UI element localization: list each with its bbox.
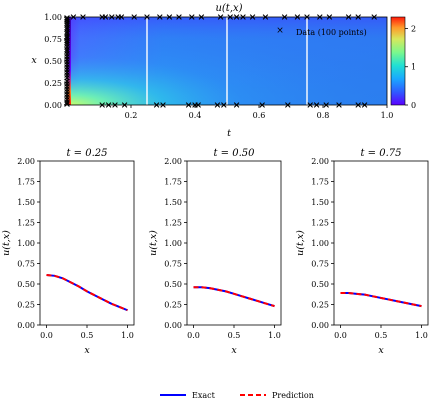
y-tick-label: 1.75 — [164, 178, 182, 187]
panel-title: t = 0.50 — [213, 148, 255, 159]
panel-frame — [186, 160, 282, 326]
y-tick-label: 0.25 — [164, 301, 182, 310]
x-tick-label: 0.5 — [81, 331, 94, 340]
y-tick-label: 0.25 — [17, 301, 35, 310]
colorbar-tick-label: 0 — [411, 101, 416, 110]
y-tick-label: 0.50 — [164, 280, 182, 289]
y-tick-label: 1.00 — [311, 239, 329, 248]
x-tick-label: 1.0 — [381, 111, 394, 120]
colorbar-tick-label: 2 — [411, 24, 416, 33]
y-tick-label: 1.25 — [164, 219, 182, 228]
exact-line — [340, 292, 422, 308]
slice-lines — [146, 17, 308, 105]
y-tick-label: 0.00 — [17, 321, 35, 330]
heatmap-x-ticks: 0.2 0.4 0.6 0.8 1.0 — [125, 105, 394, 120]
panel-ylabel: u(t,x) — [148, 230, 159, 256]
y-tick-label: 0.50 — [17, 280, 35, 289]
colorbar-gradient — [390, 16, 406, 106]
colorbar-tick-label: 1 — [411, 63, 416, 72]
y-tick-label: 0.50 — [311, 280, 329, 289]
panel-ylabel: u(t,x) — [1, 230, 12, 256]
y-tick-label: 2.00 — [164, 157, 182, 166]
y-tick-label: 0.50 — [44, 57, 62, 66]
slice-panel-t050: t = 0.50 0.0 0.5 1.0 0.00 0.25 0.50 0.75 1.00 1.2… — [148, 148, 282, 356]
x-tick-label: 0.2 — [125, 111, 138, 120]
y-tick-label: 1.25 — [17, 219, 35, 228]
panel-xlabel: x — [231, 345, 237, 356]
y-tick-label: 0.00 — [311, 321, 329, 330]
y-tick-label: 1.00 — [44, 13, 62, 22]
slice-panel-t025: t = 0.25 0.0 0.5 1.0 0.00 0.25 0.50 0.75 1.00 1.2… — [1, 148, 135, 356]
y-tick-label: 0.75 — [44, 35, 62, 44]
colorbar: 0 1 2 — [390, 16, 416, 110]
y-tick-label: 0.00 — [164, 321, 182, 330]
x-tick-label: 0.0 — [187, 331, 200, 340]
x-tick-label: 1.0 — [121, 331, 134, 340]
heatmap-panel: u(t,x) 0.2 0.4 0.6 0.8 1.0 0.00 0.25 0.50 0.75 1… — [31, 3, 416, 139]
x-tick-label: 1.0 — [268, 331, 281, 340]
y-tick-label: 1.50 — [164, 198, 182, 207]
prediction-line — [340, 292, 422, 308]
slice-panel-t075: t = 0.75 0.0 0.5 1.0 0.00 0.25 0.50 0.75 1.00 1.2… — [295, 148, 429, 356]
x-tick-label: 0.6 — [253, 111, 266, 120]
legend-prediction-label: Prediction — [272, 391, 314, 400]
y-tick-label: 1.75 — [17, 178, 35, 187]
x-tick-label: 0.8 — [317, 111, 330, 120]
prediction-line — [193, 286, 275, 308]
y-tick-label: 0.25 — [311, 301, 329, 310]
x-tick-label: 0.4 — [189, 111, 202, 120]
y-tick-label: 0.75 — [311, 260, 329, 269]
panel-frame — [39, 160, 135, 326]
panel-title: t = 0.75 — [360, 148, 401, 159]
heatmap-legend: × Data (100 points) — [276, 26, 367, 37]
x-tick-label: 1.0 — [415, 331, 428, 340]
heatmap-xlabel: t — [227, 128, 231, 139]
y-tick-label: 1.00 — [17, 239, 35, 248]
y-tick-label: 1.25 — [311, 219, 329, 228]
y-tick-label: 0.00 — [44, 101, 62, 110]
y-tick-label: 1.00 — [164, 239, 182, 248]
x-tick-label: 0.0 — [40, 331, 53, 340]
y-tick-label: 1.50 — [17, 198, 35, 207]
x-tick-label: 0.0 — [334, 331, 347, 340]
colorbar-ticks: 0 1 2 — [405, 24, 416, 110]
y-tick-label: 1.50 — [311, 198, 329, 207]
x-tick-label: 0.5 — [228, 331, 241, 340]
panel-title: t = 0.25 — [66, 148, 107, 159]
legend-marker: × — [276, 26, 284, 36]
heatmap-ylabel: x — [31, 55, 37, 66]
y-tick-label: 2.00 — [311, 157, 329, 166]
legend-exact-label: Exact — [192, 391, 216, 400]
panel-ylabel: u(t,x) — [295, 230, 306, 256]
y-tick-label: 1.75 — [311, 178, 329, 187]
panel-frame — [333, 160, 429, 326]
panel-xlabel: x — [84, 345, 90, 356]
y-tick-label: 0.75 — [17, 260, 35, 269]
y-tick-label: 2.00 — [17, 157, 35, 166]
prediction-line — [46, 273, 128, 312]
legend-data-label: Data (100 points) — [296, 28, 367, 37]
y-tick-label: 0.25 — [44, 79, 62, 88]
y-tick-label: 0.75 — [164, 260, 182, 269]
bottom-legend: Exact Prediction — [160, 391, 314, 400]
exact-line — [193, 286, 275, 308]
heatmap-y-ticks: 0.00 0.25 0.50 0.75 1.00 — [44, 13, 67, 110]
heatmap-title: u(t,x) — [215, 3, 242, 14]
panel-xlabel: x — [378, 345, 384, 356]
x-tick-label: 0.5 — [375, 331, 388, 340]
